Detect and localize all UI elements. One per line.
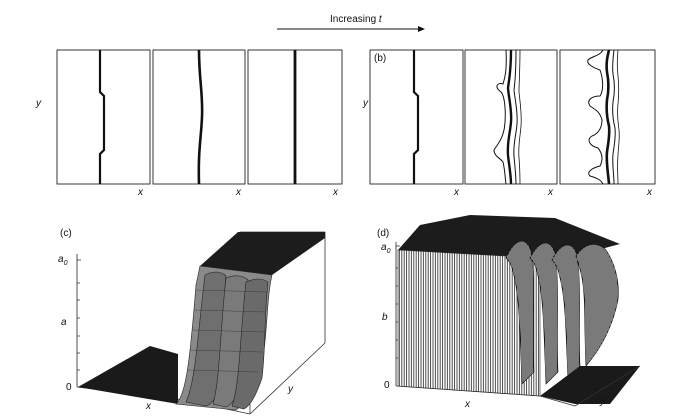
panel-c-tag: (c) — [60, 228, 72, 239]
panel-d: (d) a0 b 0 — [377, 215, 641, 410]
panel-c-y-mid-label: a — [61, 317, 67, 328]
panel-b: (b) y x x x — [362, 49, 656, 198]
panel-d-y-label: y — [599, 396, 606, 407]
panel-a-x-label-3: x — [332, 187, 339, 198]
panel-a-front-1 — [98, 50, 106, 184]
panel-b-x-label-1: x — [453, 187, 460, 198]
panel-a-x-label-2: x — [235, 187, 242, 198]
panel-b-x-label-2: x — [547, 187, 554, 198]
panel-c-x-label: x — [145, 401, 152, 412]
panel-a-y-label: y — [35, 98, 42, 109]
panel-a-x-label-1: x — [137, 187, 144, 198]
panel-d-y-zero-label: 0 — [384, 380, 390, 391]
panel-d-x-label: x — [464, 399, 471, 410]
panel-b-front-1 — [412, 50, 420, 184]
panel-d-frame — [395, 365, 641, 407]
panel-a-front-2 — [197, 49, 204, 185]
time-arrow-label: Increasing t — [330, 14, 383, 25]
panel-b-y-label: y — [362, 98, 369, 109]
panel-b-x-label-3: x — [646, 187, 653, 198]
panel-c-surface — [175, 265, 273, 411]
panel-b-tag: (b) — [374, 53, 386, 64]
panel-b-box-3 — [559, 49, 656, 185]
panel-c-y-top-label: a0 — [58, 254, 68, 267]
panel-c-y-zero-label: 0 — [66, 382, 72, 393]
panel-d-tag: (d) — [377, 228, 389, 239]
panel-a-box-1 — [56, 49, 151, 185]
panel-c-vertical-axis — [76, 254, 81, 387]
panel-d-y-top-label: a0 — [381, 242, 391, 255]
time-arrow: Increasing t — [277, 14, 425, 32]
panel-d-floor — [540, 366, 640, 404]
panel-c-plateau — [200, 232, 325, 275]
panel-c-y-label: y — [287, 384, 294, 395]
panel-d-y-mid-label: b — [382, 312, 388, 323]
panel-d-ridges — [505, 240, 619, 385]
panel-c-floor — [78, 346, 178, 404]
panel-b-front-2 — [493, 49, 522, 185]
panel-c: (c) a0 a 0 — [58, 228, 326, 415]
panel-b-front-3 — [587, 49, 620, 185]
panel-b-box-1 — [369, 49, 464, 185]
panel-a: y x x x — [35, 49, 343, 198]
